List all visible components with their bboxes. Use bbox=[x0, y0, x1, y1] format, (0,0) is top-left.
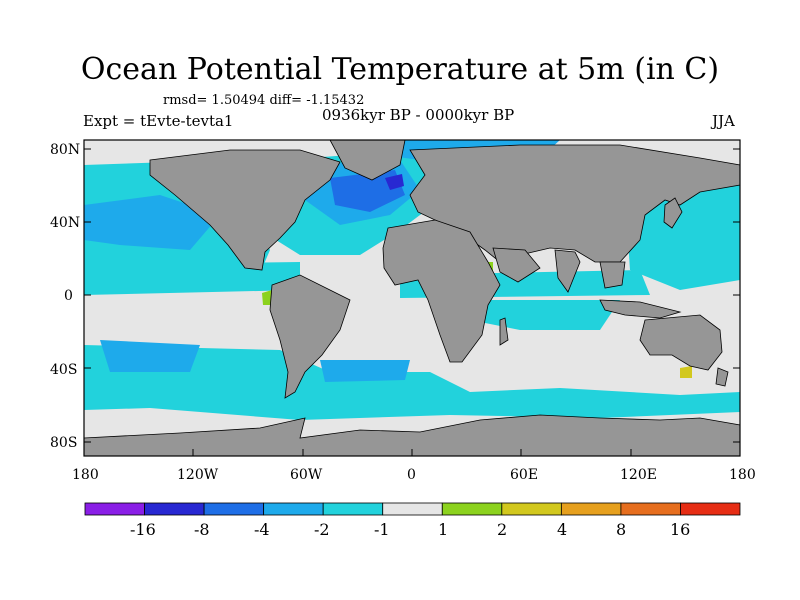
stats-text: rmsd= 1.50494 diff= -1.15432 bbox=[163, 93, 365, 108]
north-pacific-cool-2 bbox=[84, 195, 220, 250]
y-label-80s: 80S bbox=[50, 435, 78, 451]
y-label-40s: 40S bbox=[50, 362, 78, 378]
y-ticks bbox=[84, 148, 740, 443]
peru-warm bbox=[262, 290, 272, 305]
colorbar-label: -4 bbox=[254, 520, 270, 539]
season-label: JJA bbox=[712, 112, 735, 130]
colorbar-swatch bbox=[680, 502, 741, 516]
colorbar-label: -16 bbox=[130, 520, 156, 539]
new-zealand bbox=[715, 367, 729, 387]
land-masses bbox=[83, 139, 741, 457]
colorbar-swatch bbox=[263, 502, 324, 516]
period-label: 0936kyr BP - 0000kyr BP bbox=[322, 106, 515, 124]
southern-ocean-cool bbox=[84, 345, 740, 420]
colorbar-label: 16 bbox=[670, 520, 691, 539]
india bbox=[554, 249, 581, 293]
colorbar-swatch bbox=[501, 502, 562, 516]
colorbar-label: 2 bbox=[497, 520, 508, 539]
colorbar-swatch bbox=[322, 502, 384, 516]
colorbar-label: 1 bbox=[438, 520, 449, 539]
tropical-cool-band bbox=[84, 262, 650, 298]
arabia bbox=[492, 247, 541, 283]
indonesia bbox=[599, 299, 682, 319]
map-panel bbox=[83, 139, 741, 457]
colorbar-swatch bbox=[560, 502, 622, 516]
indian-ocean-cool bbox=[470, 300, 620, 330]
south-pacific-cool-patch bbox=[100, 340, 200, 372]
colorbar-label: 8 bbox=[616, 520, 627, 539]
colorbar-label: 4 bbox=[557, 520, 568, 539]
australia bbox=[639, 314, 723, 371]
africa bbox=[382, 219, 501, 363]
southeast-asia bbox=[599, 261, 626, 289]
colorbar-swatch bbox=[84, 502, 145, 516]
colorbar-swatch bbox=[441, 502, 503, 516]
colorbar-swatch bbox=[620, 502, 681, 516]
x-label-120e: 120E bbox=[620, 467, 657, 483]
cooling-regions bbox=[84, 140, 740, 420]
map-title: Ocean Potential Temperature at 5m (in C) bbox=[80, 52, 720, 87]
madagascar bbox=[499, 317, 509, 346]
colorbar-swatch bbox=[203, 502, 265, 516]
australia-south-warm bbox=[680, 366, 692, 378]
x-label-180e: 180 bbox=[729, 467, 756, 483]
x-label-180w: 180 bbox=[72, 467, 99, 483]
experiment-label: Expt = tEvte-tevta1 bbox=[83, 112, 234, 130]
north-america bbox=[149, 149, 341, 271]
south-america bbox=[269, 274, 351, 399]
y-label-40n: 40N bbox=[50, 215, 81, 231]
x-label-120w: 120W bbox=[177, 467, 219, 483]
x-label-60w: 60W bbox=[290, 467, 323, 483]
colorbar-label: -2 bbox=[314, 520, 330, 539]
colorbar-swatch bbox=[144, 502, 205, 516]
colorbar-label: -8 bbox=[194, 520, 210, 539]
colorbar-swatch bbox=[382, 502, 443, 516]
y-label-80n: 80N bbox=[50, 142, 81, 158]
japan bbox=[663, 197, 683, 229]
colorbar-label: -1 bbox=[374, 520, 390, 539]
colorbar bbox=[84, 502, 741, 516]
x-label-0: 0 bbox=[407, 467, 416, 483]
y-label-equator: 0 bbox=[64, 288, 73, 304]
x-ticks bbox=[192, 449, 632, 456]
x-label-60e: 60E bbox=[510, 467, 539, 483]
labrador-cool-8 bbox=[385, 174, 404, 190]
south-atlantic-cool-patch bbox=[320, 360, 410, 382]
